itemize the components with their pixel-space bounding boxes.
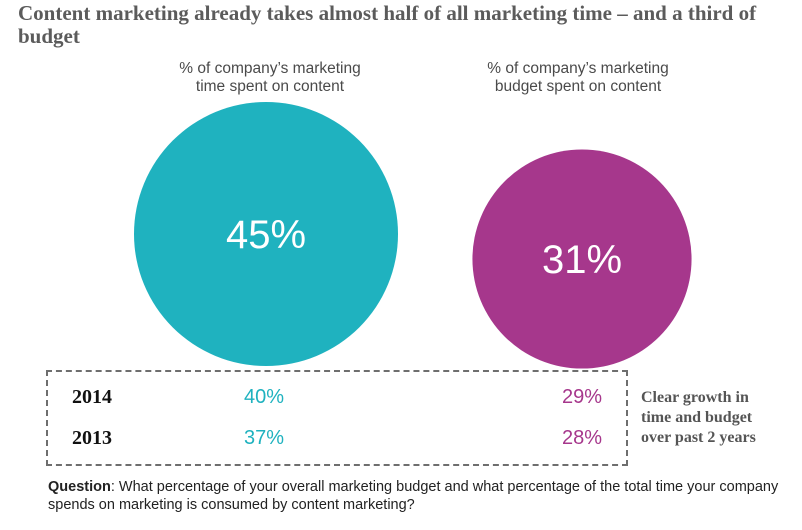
question-text: : What percentage of your overall market… [48,479,779,513]
time-subtitle-line-2: time spent on content [195,78,345,95]
budget-value: 28% [562,427,603,449]
budget-subtitle-line-2: budget spent on content [494,78,662,95]
bubble-chart: 45% 31% [134,102,692,369]
budget-value: 29% [562,386,603,408]
budget-subtitle: % of company’s marketing budget spent on… [468,60,688,96]
growth-note: Clear growth in time and budget over pas… [641,388,791,448]
budget-bubble-label: 31% [542,238,622,282]
chart-title: Content marketing already takes almost h… [18,1,757,48]
time-subtitle-line-1: % of company’s marketing [179,60,361,77]
budget-subtitle-line-1: % of company’s marketing [487,60,669,77]
time-bubble-label: 45% [226,213,306,257]
time-subtitle: % of company’s marketing time spent on c… [150,60,390,96]
table-row: 2014 40% 29% [48,386,626,414]
growth-note-line-2: time and budget [641,409,753,426]
time-value: 40% [244,386,285,408]
question-label: Question [48,479,111,495]
survey-question: Question: What percentage of your overal… [48,478,788,514]
growth-note-line-3: over past 2 years [641,429,756,446]
year-label: 2014 [72,386,112,408]
year-label: 2013 [72,427,112,449]
growth-note-line-1: Clear growth in [641,389,749,406]
time-bubble [134,102,398,366]
table-row: 2013 37% 28% [48,427,626,455]
history-table: 2014 40% 29% 2013 37% 28% [46,370,628,466]
budget-bubble [472,149,692,369]
time-value: 37% [244,427,285,449]
